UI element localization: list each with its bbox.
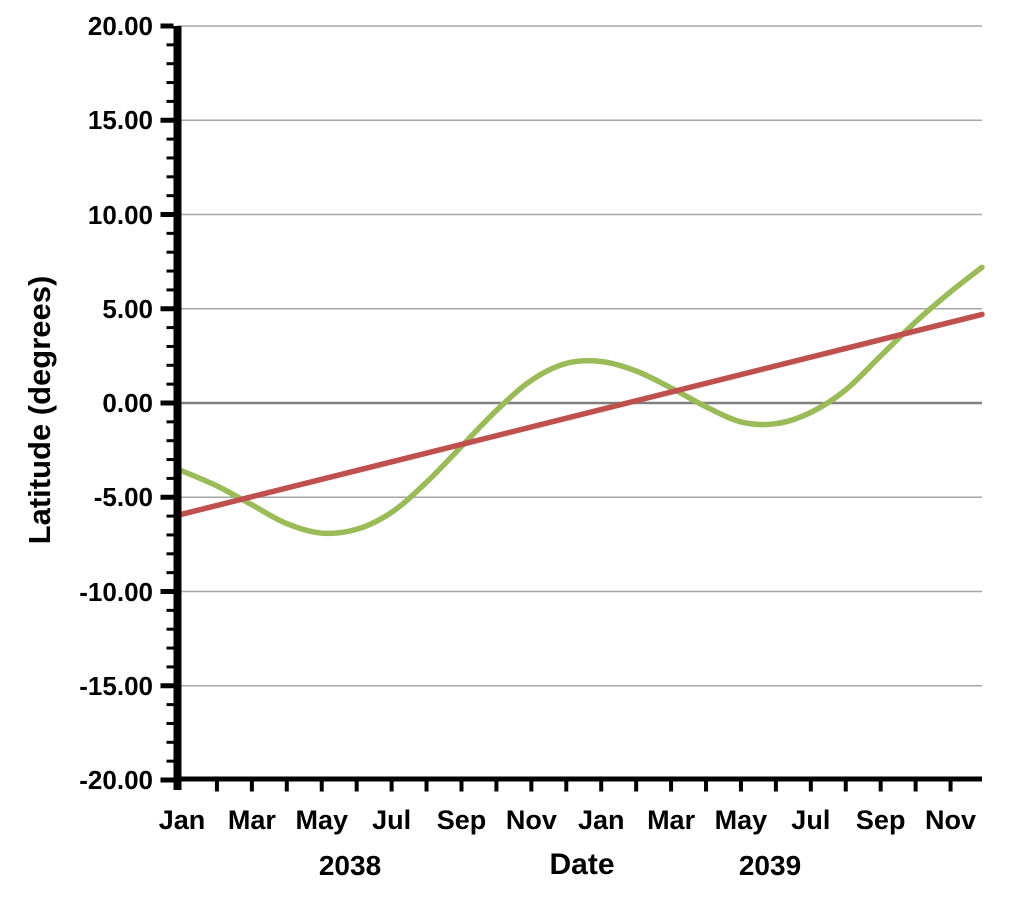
axes (173, 26, 982, 790)
x-month-label: Mar (227, 805, 276, 835)
x-month-label: Jan (577, 805, 625, 835)
x-month-label: Nov (925, 805, 977, 835)
y-tick-label: -15.00 (79, 670, 153, 701)
y-axis-line (173, 26, 182, 790)
x-month-label: Mar (647, 805, 696, 835)
x-month-label: Sep (436, 805, 487, 835)
series-lines (179, 264, 985, 537)
year-label-2039: 2039 (738, 850, 802, 881)
x-axis-line (173, 776, 982, 782)
y-tick-label: 0.00 (102, 388, 153, 418)
x-month-label: Jul (372, 805, 412, 835)
y-tick-label: -10.00 (79, 576, 153, 607)
y-tick-label: 15.00 (87, 105, 153, 136)
gridlines (177, 25, 982, 687)
y-tick-label: 5.00 (102, 293, 153, 324)
y-tick-label: 10.00 (87, 199, 153, 230)
green-oscillating-line (179, 264, 985, 537)
x-month-label: Nov (505, 805, 557, 835)
x-axis-title: Date (549, 848, 615, 881)
y-tick-label: 20.00 (87, 11, 153, 41)
y-tick-label: -5.00 (93, 482, 153, 513)
y-axis-ticks (160, 23, 174, 783)
year-label-2038: 2038 (318, 850, 382, 881)
x-axis-ticks (214, 781, 953, 792)
y-tick-label: -20.00 (79, 765, 153, 795)
x-month-label: Sep (855, 805, 906, 835)
x-month-label: Jan (158, 805, 206, 835)
x-month-label: May (295, 805, 348, 835)
red-trend-line (179, 311, 985, 517)
y-axis-title: Latitude (degrees) (22, 275, 57, 545)
x-month-label: Jul (791, 805, 831, 835)
x-month-label: May (714, 805, 768, 835)
